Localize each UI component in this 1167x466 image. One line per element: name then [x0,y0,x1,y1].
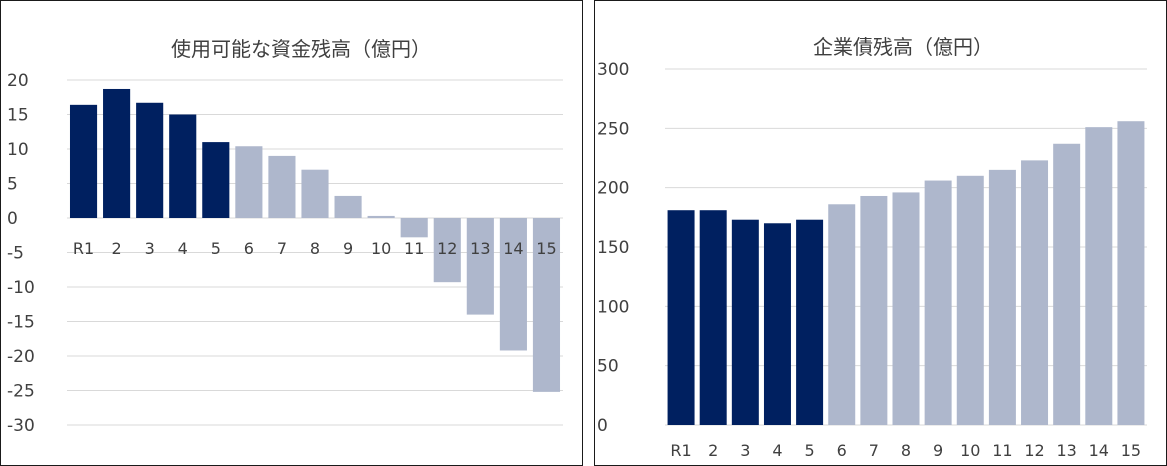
y-tick-label: 300 [597,60,629,80]
bar-11 [988,169,1016,425]
y-tick-label: -15 [7,313,35,333]
bond-balance-chart: 企業債残高（億円） 300 250 200 150 100 50 0 R1 2 3 4 5 6 7 8 9 10 1… [597,35,1147,460]
x-tick-label: 6 [244,239,254,258]
bar-6 [235,146,263,218]
y-tick-label: 100 [597,297,629,317]
bar-7 [268,155,296,218]
bar-15 [532,218,561,392]
x-tick-label: 14 [503,239,523,258]
x-tick-label: 5 [211,239,221,258]
bar-10 [367,215,395,218]
y-tick-label: -20 [7,347,35,367]
y-tick-label: 15 [7,106,29,126]
chart-title: 企業債残高（億円） [813,35,993,59]
chart-panel-cash-balance: 使用可能な資金残高（億円） 20 15 10 5 0 -5 -10 -15 -20 -25 -30 R1… [0,0,583,466]
x-tick-label: 3 [740,441,750,460]
x-tick-label: 2 [708,441,718,460]
x-tick-label: R1 [670,441,691,460]
bar-12 [433,218,461,283]
chart-panel-bond-balance: 企業債残高（億円） 300 250 200 150 100 50 0 R1 2 3 4 5 6 7 8 9 10 1… [594,0,1167,466]
bar-14 [1085,127,1113,425]
x-tick-label: 5 [805,441,815,460]
y-tick-label: 10 [7,140,29,160]
x-tick-label: 4 [772,441,782,460]
bar-8 [892,192,920,425]
bar-4 [763,223,791,425]
bar-12 [1021,160,1049,425]
bar-3 [136,102,164,218]
x-tick-label: 7 [869,441,879,460]
bar-R1 [69,104,98,218]
y-tick-label: -30 [7,416,35,436]
y-tick-label: 50 [597,357,619,377]
bar-7 [860,195,888,425]
x-tick-label: 2 [112,239,122,258]
bar-9 [924,180,952,425]
x-tick-label: 4 [178,239,188,258]
cash-balance-chart: 使用可能な資金残高（億円） 20 15 10 5 0 -5 -10 -15 -20 -25 -30 R1… [7,37,563,436]
y-tick-label: -25 [7,382,35,402]
x-tick-label: 13 [470,239,490,258]
y-tick-label: 20 [7,71,29,91]
bar-4 [169,114,197,218]
x-tick-label: 13 [1056,441,1076,460]
y-tick-label: 0 [7,209,18,229]
x-tick-label: 10 [371,239,391,258]
bar-11 [400,218,428,238]
x-tick-label: 9 [933,441,943,460]
bar-8 [301,169,329,218]
y-tick-label: 250 [597,119,629,139]
x-tick-label: 7 [277,239,287,258]
x-tick-label: 9 [343,239,353,258]
bar-5 [202,142,230,218]
x-tick-label: 6 [837,441,847,460]
x-tick-label: 3 [145,239,155,258]
x-tick-label: 11 [992,441,1012,460]
x-tick-label: 8 [901,441,911,460]
bar-13 [1053,143,1081,425]
bar-R1 [667,210,695,425]
bar-2 [699,210,727,425]
chart-title: 使用可能な資金残高（億円） [171,37,431,61]
y-tick-label: 200 [597,179,629,199]
bar-6 [828,204,856,425]
bar-15 [1117,121,1145,426]
y-tick-label: 5 [7,175,18,195]
bar-14 [499,218,527,351]
bar-5 [796,219,824,425]
x-tick-label: 11 [404,239,424,258]
x-tick-label: 12 [437,239,457,258]
y-tick-label: 0 [597,416,608,436]
x-tick-label: 15 [1121,441,1141,460]
bar-10 [956,175,984,425]
x-tick-label: 8 [310,239,320,258]
x-tick-label: 15 [536,239,556,258]
bar-13 [466,218,494,315]
bar-3 [731,219,759,425]
y-tick-label: 150 [597,238,629,258]
y-tick-label: -5 [7,244,24,264]
x-tick-label: 10 [960,441,980,460]
x-tick-label: 14 [1089,441,1109,460]
bar-2 [103,88,131,218]
x-tick-label: 12 [1024,441,1044,460]
bar-9 [334,195,362,218]
y-tick-label: -10 [7,278,35,298]
x-tick-label: R1 [73,239,94,258]
